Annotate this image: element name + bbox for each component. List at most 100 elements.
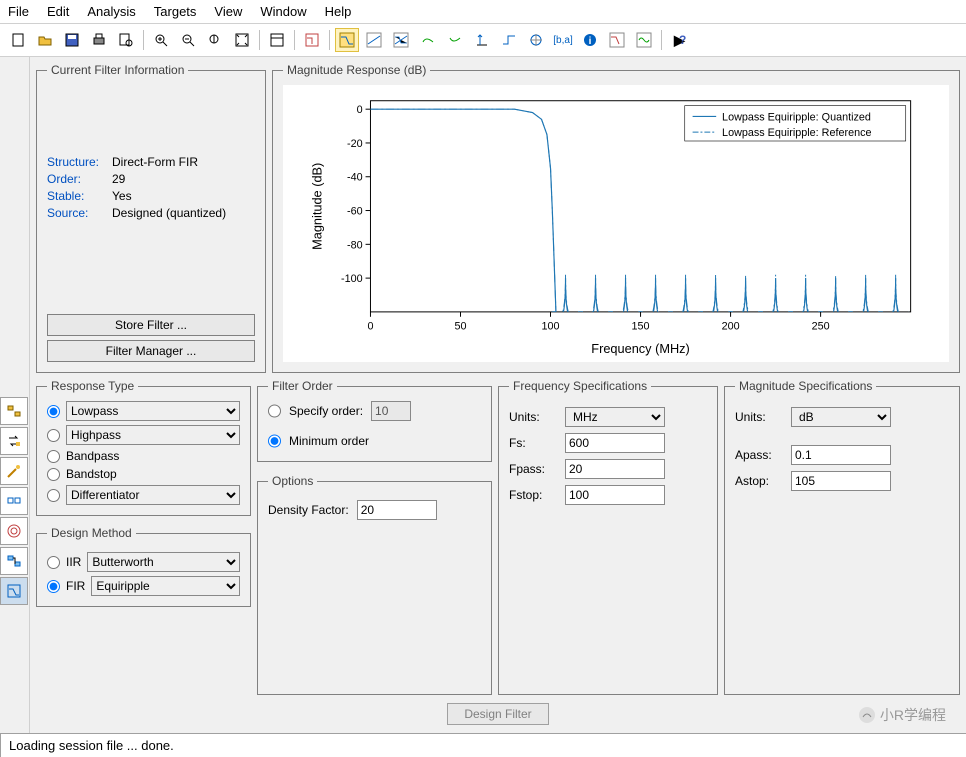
order-label: Order:: [47, 172, 112, 186]
fit-icon[interactable]: [230, 28, 254, 52]
print-icon[interactable]: [87, 28, 111, 52]
svg-text:0: 0: [367, 321, 373, 333]
differentiator-radio[interactable]: [47, 489, 60, 502]
options-legend: Options: [268, 474, 317, 488]
fpass-input[interactable]: [565, 459, 665, 479]
info-icon[interactable]: i: [578, 28, 602, 52]
menu-view[interactable]: View: [214, 4, 242, 19]
store-filter-button[interactable]: Store Filter ...: [47, 314, 255, 336]
stable-label: Stable:: [47, 189, 112, 203]
filter-order-panel: Filter Order Specify order: Minimum orde…: [257, 379, 492, 462]
lowpass-radio[interactable]: [47, 405, 60, 418]
bottom-panels: Response Type Lowpass Highpass Bandpass …: [36, 379, 960, 695]
lt-multirate-icon[interactable]: [0, 547, 28, 575]
freq-units-select[interactable]: MHz: [565, 407, 665, 427]
design-filter-button[interactable]: Design Filter: [447, 703, 548, 725]
svg-text:-40: -40: [347, 172, 363, 184]
source-label: Source:: [47, 206, 112, 220]
step-icon[interactable]: [497, 28, 521, 52]
coeffs-icon[interactable]: [b,a]: [551, 28, 575, 52]
order-value: 29: [112, 172, 255, 186]
astop-input[interactable]: [791, 471, 891, 491]
apass-input[interactable]: [791, 445, 891, 465]
menu-edit[interactable]: Edit: [47, 4, 69, 19]
new-icon[interactable]: [6, 28, 30, 52]
main-area: Current Filter Information Structure: Di…: [0, 57, 966, 733]
bandstop-radio[interactable]: [47, 468, 60, 481]
magnitude-response-legend: Magnitude Response (dB): [283, 63, 430, 77]
lt-structure-icon[interactable]: [0, 397, 28, 425]
svg-text:250: 250: [812, 321, 830, 333]
mag-phase-icon[interactable]: [389, 28, 413, 52]
filter-spec-icon[interactable]: [300, 28, 324, 52]
iir-label: IIR: [66, 555, 81, 569]
zoom-out-icon[interactable]: [176, 28, 200, 52]
menu-help[interactable]: Help: [325, 4, 352, 19]
menu-analysis[interactable]: Analysis: [87, 4, 135, 19]
fs-input[interactable]: [565, 433, 665, 453]
source-value: Designed (quantized): [112, 206, 255, 220]
lowpass-select[interactable]: Lowpass: [66, 401, 240, 421]
svg-text:-20: -20: [347, 138, 363, 150]
filter-info-panel: Current Filter Information Structure: Di…: [36, 63, 266, 373]
zoom-y-icon[interactable]: [203, 28, 227, 52]
frequency-spec-panel: Frequency Specifications Units:MHz Fs: F…: [498, 379, 718, 695]
print-preview-icon[interactable]: [114, 28, 138, 52]
polezero-icon[interactable]: [524, 28, 548, 52]
density-factor-label: Density Factor:: [268, 503, 349, 517]
toolbar-sep: [661, 30, 662, 50]
lt-realize-icon[interactable]: [0, 487, 28, 515]
fstop-input[interactable]: [565, 485, 665, 505]
frequency-spec-legend: Frequency Specifications: [509, 379, 651, 393]
highpass-radio[interactable]: [47, 429, 60, 442]
minimum-order-label: Minimum order: [289, 434, 369, 448]
specify-order-radio[interactable]: [268, 401, 281, 421]
highpass-select[interactable]: Highpass: [66, 425, 240, 445]
toolbar-sep: [259, 30, 260, 50]
svg-text:Magnitude (dB): Magnitude (dB): [309, 163, 324, 250]
impulse-icon[interactable]: [470, 28, 494, 52]
zoom-in-icon[interactable]: [149, 28, 173, 52]
save-icon[interactable]: [60, 28, 84, 52]
toolbar-sep: [143, 30, 144, 50]
structure-label: Structure:: [47, 155, 112, 169]
specify-order-label: Specify order:: [289, 404, 363, 418]
menu-targets[interactable]: Targets: [154, 4, 197, 19]
fir-radio[interactable]: [47, 580, 60, 593]
svg-text:Lowpass Equiripple: Reference: Lowpass Equiripple: Reference: [722, 127, 871, 139]
mag-units-select[interactable]: dB: [791, 407, 891, 427]
stable-value: Yes: [112, 189, 255, 203]
filter-order-legend: Filter Order: [268, 379, 337, 393]
differentiator-select[interactable]: Differentiator: [66, 485, 240, 505]
structure-value: Direct-Form FIR: [112, 155, 255, 169]
iir-radio[interactable]: [47, 556, 60, 569]
svg-text:200: 200: [722, 321, 740, 333]
fir-select[interactable]: Equiripple: [91, 576, 240, 596]
iir-select[interactable]: Butterworth: [87, 552, 240, 572]
open-icon[interactable]: [33, 28, 57, 52]
response-type-legend: Response Type: [47, 379, 138, 393]
roundoff-icon[interactable]: [632, 28, 656, 52]
toolbar-sep: [294, 30, 295, 50]
filter-manager-button[interactable]: Filter Manager ...: [47, 340, 255, 362]
svg-text:0: 0: [357, 104, 363, 116]
lt-design-filter-icon[interactable]: [0, 577, 28, 605]
help-icon[interactable]: ▶?: [667, 28, 691, 52]
lt-targets-icon[interactable]: [0, 517, 28, 545]
minimum-order-radio[interactable]: [268, 431, 281, 451]
phase-response-icon[interactable]: [362, 28, 386, 52]
magnitude-est-icon[interactable]: [605, 28, 629, 52]
menu-window[interactable]: Window: [260, 4, 306, 19]
lt-polezero-edit-icon[interactable]: [0, 457, 28, 485]
layout-icon[interactable]: [265, 28, 289, 52]
fir-label: FIR: [66, 579, 85, 593]
statusbar: Loading session file ... done.: [0, 733, 966, 757]
group-delay-icon[interactable]: [416, 28, 440, 52]
density-factor-input[interactable]: [357, 500, 437, 520]
options-panel: Options Density Factor:: [257, 474, 492, 695]
menu-file[interactable]: File: [8, 4, 29, 19]
lt-convert-icon[interactable]: [0, 427, 28, 455]
bandpass-radio[interactable]: [47, 450, 60, 463]
magnitude-response-icon[interactable]: [335, 28, 359, 52]
phase-delay-icon[interactable]: [443, 28, 467, 52]
